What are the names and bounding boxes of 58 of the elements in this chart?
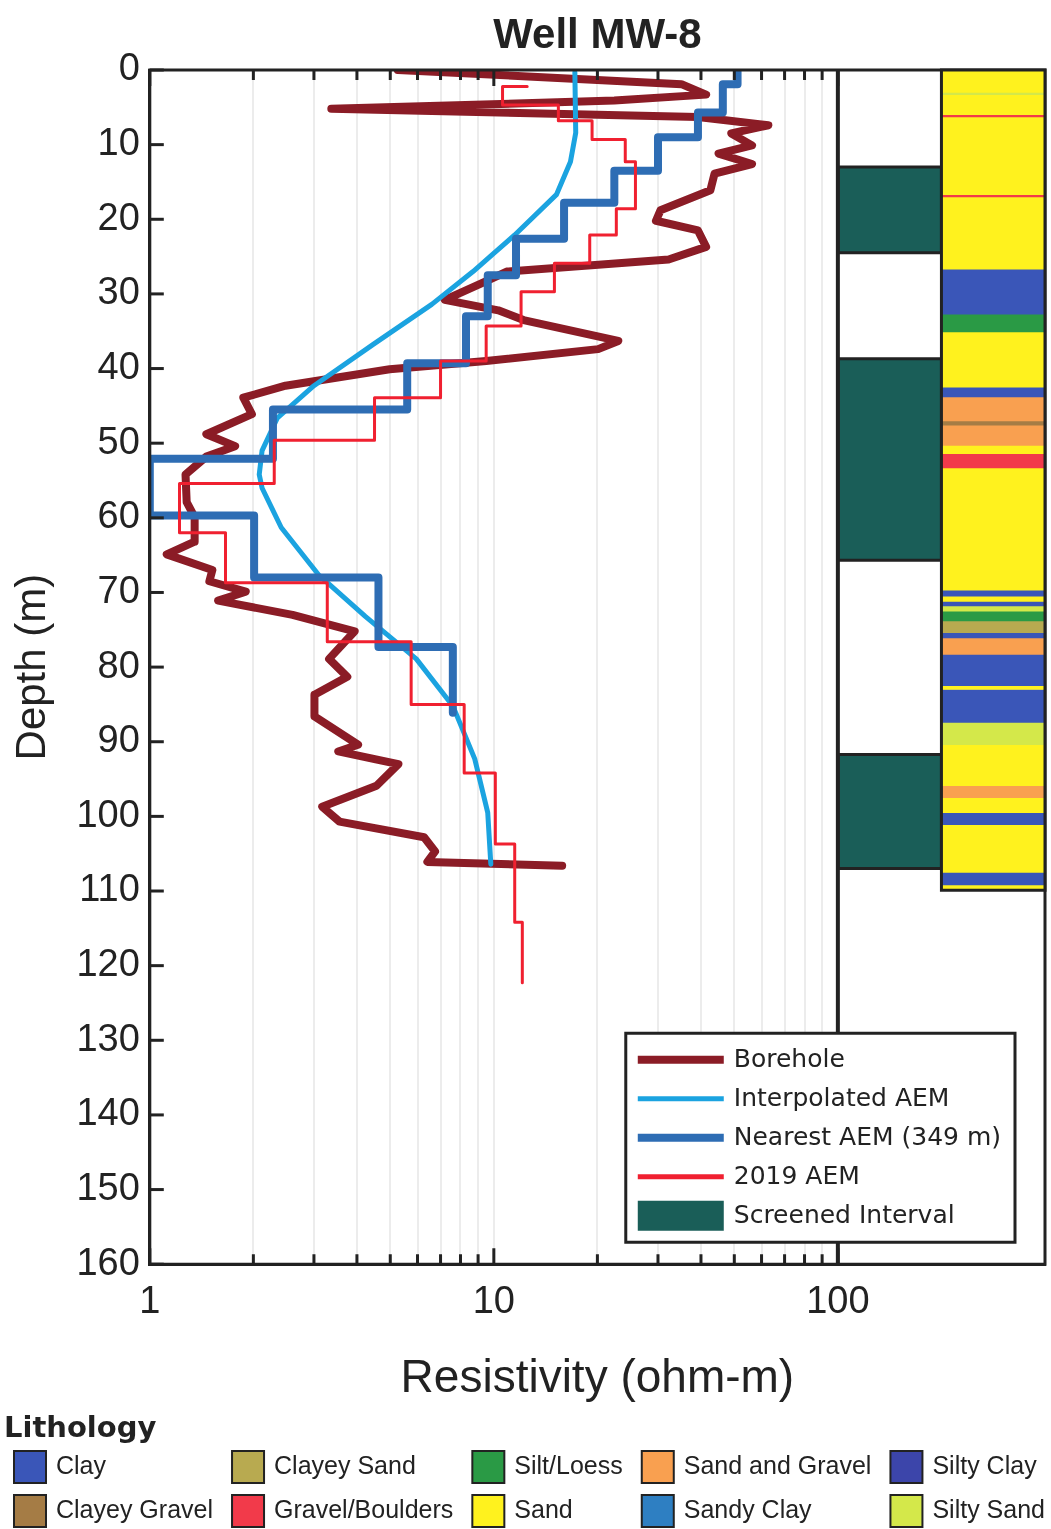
bar [941,420,1045,426]
legend-label: Sand and Gravel [683,1450,872,1479]
y-tick-label: 120 [76,942,140,985]
y-tick-label: 90 [97,718,140,761]
y-tick-label: 160 [76,1240,140,1283]
x-tick-label: 10 [472,1279,515,1322]
bar [941,620,1045,634]
legend-label: Gravel/Boulders [274,1494,454,1523]
bar [941,453,1045,469]
bar [941,785,1045,799]
x-tick-label: 100 [806,1279,870,1322]
legend-label: Clay [56,1450,107,1479]
chart-title: Well MW-8 [493,10,702,57]
legend-label: Silty Sand [932,1494,1045,1523]
y-tick-label: 150 [76,1166,140,1209]
bar [941,654,1045,687]
y-tick-label: 140 [76,1091,140,1134]
y-tick-label: 60 [97,494,140,537]
bar [941,812,1045,825]
bar [941,396,1045,422]
y-tick-label: 0 [118,46,140,89]
legend-label: Interpolated AEM [733,1083,950,1113]
y-tick-label: 80 [97,643,140,686]
legend-label: Clayey Gravel [56,1494,213,1523]
y-tick-label: 100 [76,792,140,835]
bar [941,331,1045,388]
bar [941,116,1045,195]
x-tick-label: 1 [139,1279,161,1322]
legend-label: Borehole [733,1044,845,1074]
legend-label: Sand [514,1494,573,1523]
bar [941,70,1045,93]
bar [941,268,1045,315]
bar [941,610,1045,622]
legend-label: Clayey Sand [274,1450,416,1479]
y-tick-label: 110 [79,867,140,910]
bar [941,689,1045,723]
y-tick-label: 30 [97,270,140,313]
bar [941,313,1045,333]
bar [941,722,1045,746]
legend-label: Nearest AEM (349 m) [733,1122,1002,1152]
y-tick-label: 10 [97,121,140,164]
y-axis-title: Depth (m) [6,573,54,761]
x-axis-title: Resistivity (ohm-m) [400,1350,795,1403]
bar [941,797,1045,813]
legend-label: Silt/Loess [514,1450,623,1479]
y-tick-label: 130 [76,1016,140,1059]
legend-title: Lithology [4,1410,157,1445]
y-tick-label: 20 [97,195,140,238]
legend-label: Sandy Clay [683,1494,813,1523]
bar [941,424,1045,446]
bar [941,94,1045,116]
legend-label: 2019 AEM [733,1161,860,1191]
y-tick-label: 40 [97,345,140,388]
y-tick-label: 50 [97,419,140,462]
legend-label: Screened Interval [733,1200,955,1230]
y-tick-label: 70 [97,568,140,611]
legend-label: Silty Clay [932,1450,1038,1479]
bar [941,637,1045,655]
